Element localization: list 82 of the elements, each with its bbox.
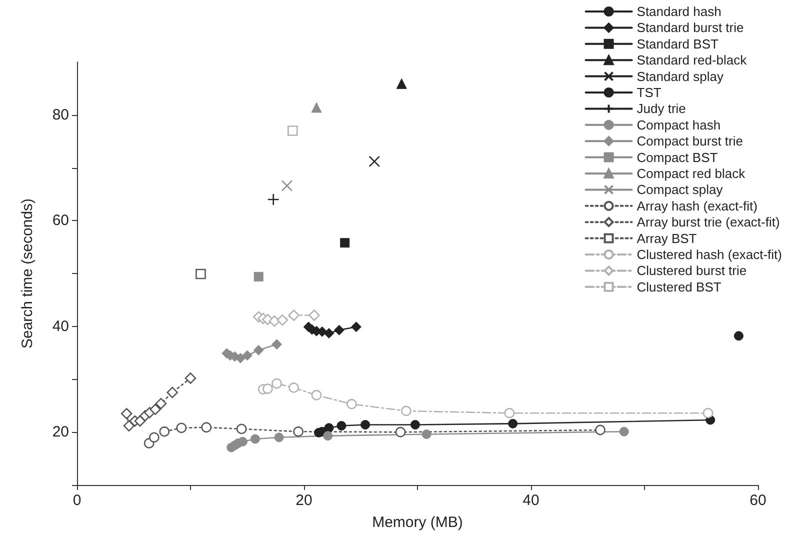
point <box>274 432 284 442</box>
legend-label: Compact splay <box>636 182 724 198</box>
point <box>595 424 606 436</box>
point <box>159 426 170 437</box>
point <box>262 384 273 394</box>
point <box>268 315 280 327</box>
point <box>184 372 196 384</box>
legend-label: Clustered burst trie <box>636 263 747 278</box>
legend-label: Clustered hash (exact-fit) <box>636 247 782 262</box>
point <box>324 423 334 433</box>
point <box>235 352 246 364</box>
legend-label: Compact red black <box>636 166 746 181</box>
legend-label: Compact burst trie <box>636 134 743 149</box>
point <box>619 426 629 436</box>
point <box>396 78 407 89</box>
point <box>508 418 518 428</box>
point <box>276 314 288 326</box>
legend-label: Compact hash <box>636 117 721 132</box>
point <box>272 378 282 389</box>
point <box>311 390 322 400</box>
y-axis-title: Search time (seconds) <box>19 198 36 349</box>
x-tick-label: 20 <box>296 492 312 509</box>
point <box>702 408 714 418</box>
point <box>734 331 744 341</box>
x-axis-title: Memory (MB) <box>372 514 463 531</box>
point <box>323 431 333 441</box>
point <box>288 382 299 393</box>
point <box>281 180 293 192</box>
point <box>346 398 357 410</box>
point <box>311 102 322 113</box>
x-tick-label: 0 <box>72 492 82 509</box>
y-tick-label: 80 <box>52 106 69 124</box>
point <box>254 272 264 282</box>
x-tick-label: 60 <box>750 492 766 509</box>
point <box>401 406 412 416</box>
point <box>120 408 132 420</box>
point <box>395 426 406 438</box>
point <box>360 420 370 430</box>
y-tick-label: 20 <box>52 424 69 441</box>
point <box>334 324 344 336</box>
point <box>176 422 187 434</box>
point <box>504 408 515 418</box>
legend-label: Clustered BST <box>636 279 722 294</box>
point <box>368 156 380 168</box>
legend-label: Array BST <box>636 230 697 246</box>
point <box>155 398 167 410</box>
point <box>336 421 346 431</box>
point <box>308 310 320 321</box>
point <box>253 344 264 356</box>
point <box>288 126 298 136</box>
point <box>150 404 161 416</box>
point <box>123 420 135 432</box>
legend-label: Array burst trie (exact-fit) <box>636 214 780 230</box>
legend-label: Array hash (exact-fit) <box>636 198 758 214</box>
point <box>267 193 280 206</box>
point <box>324 328 334 338</box>
point <box>201 422 212 433</box>
point <box>272 339 282 350</box>
y-tick-label: 60 <box>52 212 69 230</box>
point <box>293 426 304 437</box>
point <box>250 434 260 444</box>
legend-label: Standard splay <box>636 68 724 84</box>
point <box>242 350 252 361</box>
point <box>340 238 350 248</box>
legend-label: TST <box>636 85 662 100</box>
point <box>410 420 420 430</box>
legend-label: Standard burst trie <box>636 20 744 36</box>
legend-label: Standard BST <box>636 36 718 52</box>
point <box>422 429 432 439</box>
legend-label: Standard red-black <box>636 52 748 68</box>
point <box>166 386 178 398</box>
y-tick-label: 40 <box>52 318 69 335</box>
legend-label: Compact BST <box>636 150 718 165</box>
legend-label: Judy trie <box>636 101 686 116</box>
x-tick-label: 40 <box>522 492 540 509</box>
point <box>238 436 248 446</box>
point <box>236 424 247 434</box>
point <box>350 322 362 332</box>
point <box>196 268 206 280</box>
point <box>288 310 300 321</box>
point <box>149 432 160 443</box>
legend-label: Standard hash <box>636 4 722 19</box>
